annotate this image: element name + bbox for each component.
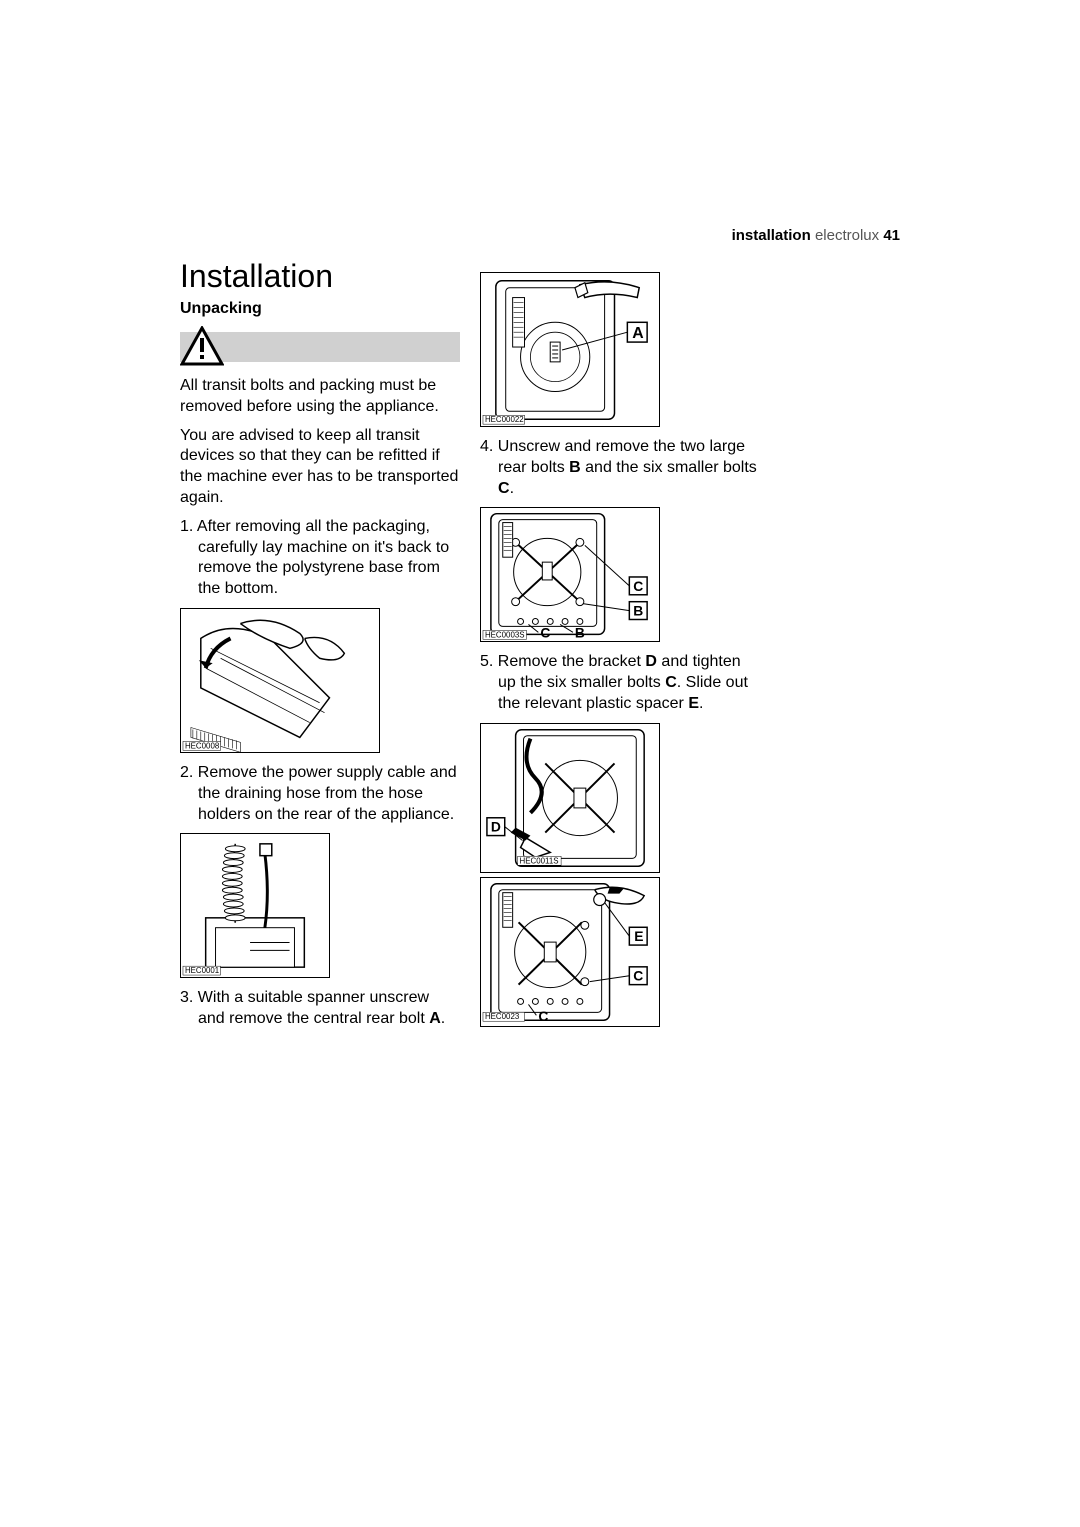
steps-list-right-1: 4. Unscrew and remove the two large rear… [480, 437, 760, 499]
figure-5: D HEC0011S [480, 723, 660, 873]
svg-text:HEC0003S: HEC0003S [485, 631, 525, 640]
svg-text:A: A [632, 325, 643, 342]
svg-text:D: D [491, 818, 501, 834]
step-3: 3. With a suitable spanner unscrew and r… [180, 988, 460, 1030]
intro-paragraph-1: All transit bolts and packing must be re… [180, 376, 460, 418]
warning-icon [180, 326, 224, 366]
steps-list-left: 1. After removing all the packaging, car… [180, 517, 460, 600]
steps-list-left-3: 3. With a suitable spanner unscrew and r… [180, 988, 460, 1030]
step-4: 4. Unscrew and remove the two large rear… [480, 437, 760, 499]
figure-1: HEC0008 [180, 608, 380, 753]
section-heading: Unpacking [180, 300, 460, 318]
svg-text:B: B [633, 603, 643, 619]
step-5: 5. Remove the bracket D and tighten up t… [480, 652, 760, 714]
svg-text:B: B [575, 625, 585, 641]
steps-list-left-2: 2. Remove the power supply cable and the… [180, 763, 460, 825]
header-page-number: 41 [883, 227, 900, 244]
figure-4: C B B C HEC0003S [480, 507, 660, 642]
left-column: Unpacking All transit bolts and packing … [180, 300, 460, 1038]
header-section: installation [732, 227, 811, 244]
figure-3: A HEC00022 [480, 272, 660, 427]
warning-banner [180, 328, 460, 368]
step-1: 1. After removing all the packaging, car… [180, 517, 460, 600]
svg-text:E: E [634, 928, 643, 944]
svg-text:C: C [633, 967, 643, 983]
svg-text:HEC0008: HEC0008 [185, 741, 220, 750]
svg-text:HEC00022: HEC00022 [485, 415, 524, 424]
steps-list-right-2: 5. Remove the bracket D and tighten up t… [480, 652, 760, 714]
svg-text:HEC0023: HEC0023 [485, 1012, 520, 1021]
page: installation electrolux 41 Installation … [0, 0, 1080, 1527]
page-title: Installation [180, 258, 333, 295]
figure-6: E C C HEC0023 [480, 877, 660, 1027]
svg-text:C: C [540, 625, 550, 641]
step-2: 2. Remove the power supply cable and the… [180, 763, 460, 825]
figure-2: HEC0001 [180, 833, 330, 978]
header-brand: electrolux [815, 227, 883, 244]
intro-paragraph-2: You are advised to keep all transit devi… [180, 426, 460, 509]
svg-text:C: C [538, 1008, 548, 1024]
right-column: A HEC00022 4. Unscrew and remove the two… [480, 272, 760, 1037]
svg-text:HEC0011S: HEC0011S [520, 856, 559, 865]
svg-text:HEC0001: HEC0001 [185, 966, 219, 975]
running-header: installation electrolux 41 [732, 227, 900, 244]
svg-text:C: C [633, 578, 643, 594]
